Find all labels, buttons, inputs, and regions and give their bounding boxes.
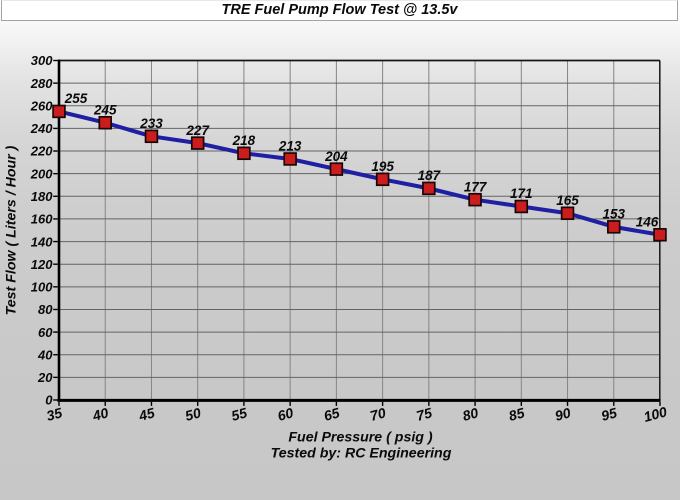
svg-text:180: 180 (31, 189, 53, 204)
svg-text:0: 0 (45, 393, 53, 408)
svg-text:140: 140 (31, 234, 53, 249)
svg-text:65: 65 (322, 404, 341, 424)
svg-text:255: 255 (64, 91, 88, 106)
svg-text:171: 171 (510, 186, 533, 201)
svg-text:146: 146 (636, 214, 659, 229)
svg-text:Fuel Pressure ( psig ): Fuel Pressure ( psig ) (288, 430, 433, 446)
svg-text:35: 35 (45, 404, 64, 424)
svg-text:40: 40 (37, 347, 53, 362)
svg-text:45: 45 (136, 404, 156, 424)
svg-text:213: 213 (278, 139, 302, 154)
svg-text:160: 160 (31, 212, 53, 227)
svg-text:120: 120 (31, 257, 53, 272)
svg-text:100: 100 (642, 403, 669, 425)
svg-text:227: 227 (185, 123, 210, 138)
svg-text:90: 90 (553, 404, 572, 424)
svg-text:204: 204 (324, 149, 348, 164)
svg-text:85: 85 (507, 404, 526, 424)
svg-text:55: 55 (230, 404, 249, 424)
svg-text:100: 100 (31, 280, 53, 295)
svg-text:153: 153 (603, 207, 626, 222)
svg-text:40: 40 (90, 404, 110, 424)
svg-text:220: 220 (30, 144, 53, 159)
svg-text:Test Flow ( Liters / Hour ): Test Flow ( Liters / Hour ) (4, 145, 20, 315)
svg-text:260: 260 (30, 98, 53, 113)
svg-text:218: 218 (232, 133, 256, 148)
svg-text:280: 280 (30, 76, 53, 91)
svg-text:20: 20 (37, 370, 53, 385)
svg-text:80: 80 (461, 404, 480, 424)
svg-text:300: 300 (31, 53, 53, 68)
svg-text:80: 80 (38, 302, 53, 317)
svg-text:187: 187 (418, 168, 442, 183)
svg-text:165: 165 (556, 193, 579, 208)
svg-text:70: 70 (368, 404, 387, 424)
svg-text:60: 60 (38, 325, 53, 340)
svg-text:60: 60 (276, 404, 295, 424)
svg-text:75: 75 (414, 404, 433, 424)
svg-text:177: 177 (464, 179, 488, 194)
svg-text:50: 50 (183, 404, 202, 424)
svg-text:240: 240 (30, 121, 53, 136)
svg-text:Tested by: RC Engineering: Tested by: RC Engineering (271, 446, 452, 462)
svg-text:233: 233 (139, 116, 163, 131)
svg-text:95: 95 (599, 404, 618, 424)
svg-text:195: 195 (371, 159, 394, 174)
svg-text:245: 245 (93, 102, 117, 117)
svg-text:200: 200 (30, 166, 53, 181)
